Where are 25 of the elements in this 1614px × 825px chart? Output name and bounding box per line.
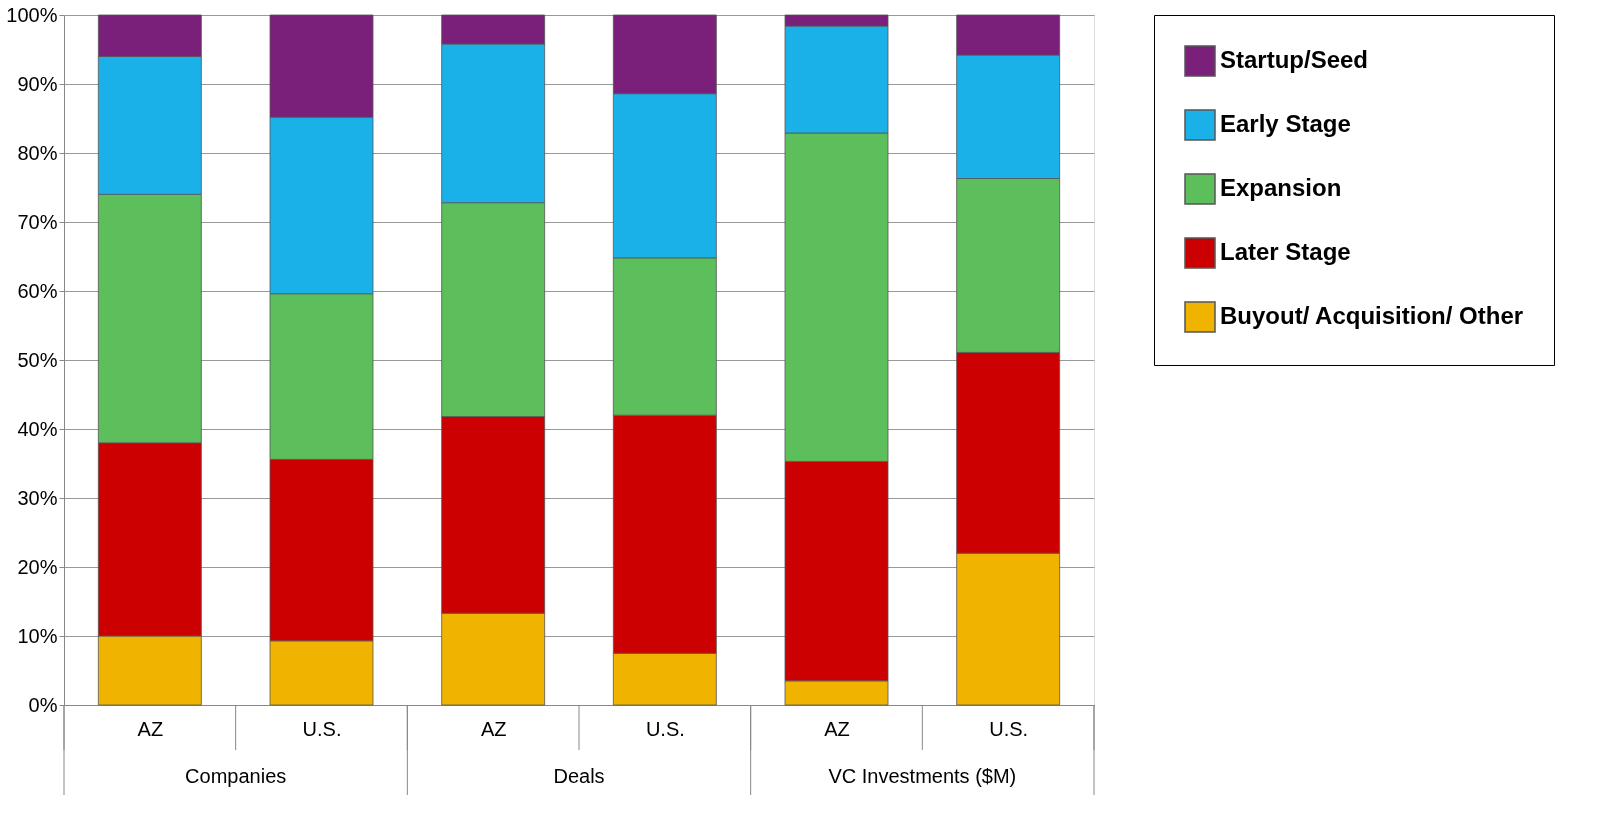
x-tick-label: AZ [137, 717, 164, 740]
y-tick-label: 60% [17, 279, 58, 302]
text: Companies [185, 765, 287, 787]
text: Deals [553, 765, 605, 787]
y-tick-label: 100% [6, 3, 58, 26]
y-tick-label: 20% [17, 555, 58, 578]
legend-label: Buyout/ Acquisition/ Other [1220, 302, 1524, 329]
y-tick-label: 30% [17, 486, 58, 509]
x-tick-label: U.S. [645, 717, 685, 740]
legend-label: Startup/Seed [1220, 46, 1369, 73]
text: VC Investments ($M) [828, 765, 1017, 787]
x-tick-label: U.S. [989, 717, 1029, 740]
y-tick-label: 0% [28, 693, 58, 716]
y-tick-label: 50% [17, 348, 58, 371]
y-tick-label: 10% [17, 624, 58, 647]
legend-label: Later Stage [1220, 238, 1351, 265]
y-tick-label: 90% [17, 72, 58, 95]
x-tick-label: AZ [824, 717, 850, 740]
y-tick-label: 40% [17, 417, 58, 440]
x-tick-label: U.S. [302, 717, 342, 740]
legend-label: Expansion [1220, 174, 1342, 201]
x-tick-label: AZ [480, 717, 507, 740]
y-tick-label: 80% [17, 141, 58, 164]
legend-label: Early Stage [1220, 110, 1351, 137]
y-tick-label: 70% [17, 210, 58, 233]
